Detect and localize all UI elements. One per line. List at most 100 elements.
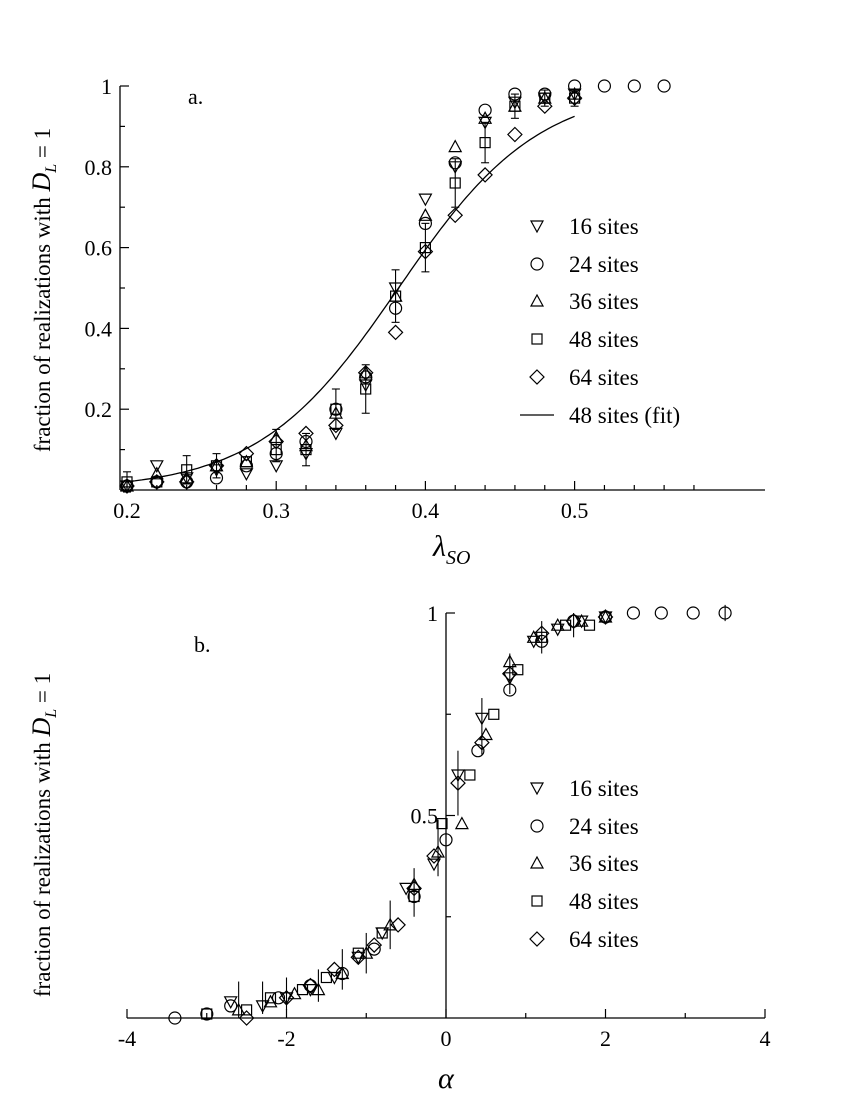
panel-b-x-tick-label: -4 [118, 1026, 136, 1051]
panel-b-point-square [583, 619, 596, 631]
panel-a-y-tick-label: 0.4 [85, 316, 113, 341]
panel-a-point-square [479, 137, 491, 149]
panel-b-point-triangle-down [426, 858, 442, 872]
panel-b-point-square [320, 971, 332, 984]
panel-a-point-square [390, 290, 402, 302]
panel-b-point-circle [654, 606, 668, 620]
panel-b-point-circle [439, 833, 453, 847]
panel-b-point-square [201, 1008, 213, 1020]
panel-b-point-triangle-up [430, 844, 446, 858]
panel-a-point-diamond [387, 324, 404, 341]
panel-a-point-diamond [148, 474, 165, 490]
panel-a-x-tick-label: 0.2 [113, 498, 141, 523]
panel-a-point-square [568, 92, 581, 104]
panel-a-point-diamond [536, 98, 553, 115]
panel-a-point-circle [448, 156, 462, 170]
panel-b-point-triangle-down [474, 712, 489, 726]
panel-b-point-circle [566, 614, 581, 628]
panel-a-point-circle [239, 459, 253, 473]
panel-b-point-diamond [302, 977, 319, 994]
panel-a-point-circle [597, 79, 612, 93]
panel-a-y-label-symbol: D [27, 173, 56, 193]
panel-b-point-triangle-up [311, 982, 326, 996]
panel-a-point-square [360, 383, 372, 395]
panel-a-y-label-main: fraction of realizations with [30, 192, 55, 453]
panel-a-x-tick-label: 0.3 [262, 498, 290, 523]
panel-b-point-diamond [326, 961, 343, 978]
panel-a-legend-label-4: 64 sites [569, 365, 639, 390]
panel-b-point-square [376, 927, 388, 939]
panel-a-point-circle [209, 471, 224, 485]
panel-a-point-triangle-down [149, 460, 164, 474]
panel-a-error-bar [331, 388, 340, 430]
panel-b-point-diamond [597, 609, 614, 625]
panel-b-point-circle [224, 999, 238, 1013]
panel-a-point-diamond [357, 364, 374, 381]
panel-a-point-square [539, 92, 551, 104]
panel-a-point-triangle-down [418, 193, 433, 207]
panel-a-point-triangle-up [149, 466, 164, 480]
panel-a-point-circle [418, 216, 432, 230]
panel-a-error-bar [421, 222, 430, 273]
panel-b-point-circle [503, 683, 517, 697]
panel-a-point-triangle-up [119, 478, 135, 492]
panel-a-legend: 16 sites 24 sites 36 sites 48 sites 64 s… [520, 214, 680, 428]
panel-a-point-square [509, 100, 521, 112]
panel-b-point-circle [598, 610, 613, 624]
panel-b-y-label-tail: = 1 [30, 673, 55, 709]
panel-a-point-diamond [298, 425, 314, 442]
panel-a-point-circle [567, 79, 582, 93]
panel-b-point-diamond [450, 775, 466, 791]
panel-b-point-triangle-up [383, 917, 398, 931]
panel-a-point-triangle-up [358, 365, 373, 379]
panel-b-point-square [352, 947, 364, 959]
panel-b-legend-label-4: 64 sites [569, 927, 639, 952]
panel-b-point-diamond [406, 880, 422, 897]
panel-a-point-triangle-up [418, 208, 433, 221]
chart-panel-b: -4 -2 0 2 4 0.5 1 b. fraction of realizations … [27, 601, 771, 1095]
panel-a-point-circle [389, 301, 403, 315]
panel-a-point-diamond [477, 167, 493, 183]
panel-a-point-diamond [566, 90, 583, 106]
panel-b-point-diamond [278, 989, 295, 1006]
panel-a-legend-label-5: 48 sites (fit) [569, 403, 680, 428]
panel-b-y-label-sub: L [43, 709, 60, 719]
panel-a-point-triangle-down [239, 468, 254, 482]
panel-b-point-circle [718, 606, 732, 620]
panel-b-point-circle [200, 1007, 214, 1021]
panel-b-point-square [264, 992, 277, 1004]
panel-b-point-circle [626, 606, 641, 620]
panel-b-y-axis-label: fraction of realizations with DL = 1 [27, 673, 60, 997]
panel-a-point-triangle-up [448, 139, 463, 153]
panel-a-point-diamond [328, 417, 344, 434]
panel-b-point-square [488, 708, 500, 720]
panel-a-point-square [449, 177, 461, 189]
panel-b-legend-marker-4 [529, 931, 545, 947]
panel-a-x-tick-label: 0.4 [412, 498, 440, 523]
panel-a-legend-label-0: 16 sites [569, 214, 639, 239]
panel-a-legend-label-2: 36 sites [569, 289, 639, 314]
panel-a-legend-marker-1 [530, 257, 544, 271]
panel-b-x-tick-label: 0 [441, 1026, 452, 1051]
panel-a-y-label-sub: L [43, 164, 60, 174]
panel-a-legend-label-3: 48 sites [569, 327, 639, 352]
panel-a-point-triangle-down [507, 96, 522, 110]
panel-a-point-square [151, 476, 163, 488]
panel-a-legend-marker-2 [529, 293, 545, 307]
panel-b-point-circle [271, 991, 286, 1005]
panel-a-x-tick-label: 0.5 [561, 498, 589, 523]
panel-a-point-circle [657, 79, 671, 93]
panel-a-legend-marker-0 [529, 220, 545, 234]
panel-b-point-circle [535, 634, 549, 648]
panel-b-point-triangle-down [450, 769, 466, 783]
panel-b-point-diamond [350, 949, 367, 966]
panel-a-point-diamond [268, 433, 285, 450]
panel-b-point-circle [471, 744, 485, 758]
panel-b-legend-label-3: 48 sites [569, 889, 639, 914]
panel-a-point-square [240, 456, 252, 468]
panel-a-legend-marker-4 [529, 369, 545, 385]
panel-b-point-square [408, 890, 420, 903]
panel-a-label: a. [188, 84, 203, 109]
panel-a-point-triangle-down [269, 460, 284, 474]
panel-b-point-diamond [474, 734, 490, 751]
